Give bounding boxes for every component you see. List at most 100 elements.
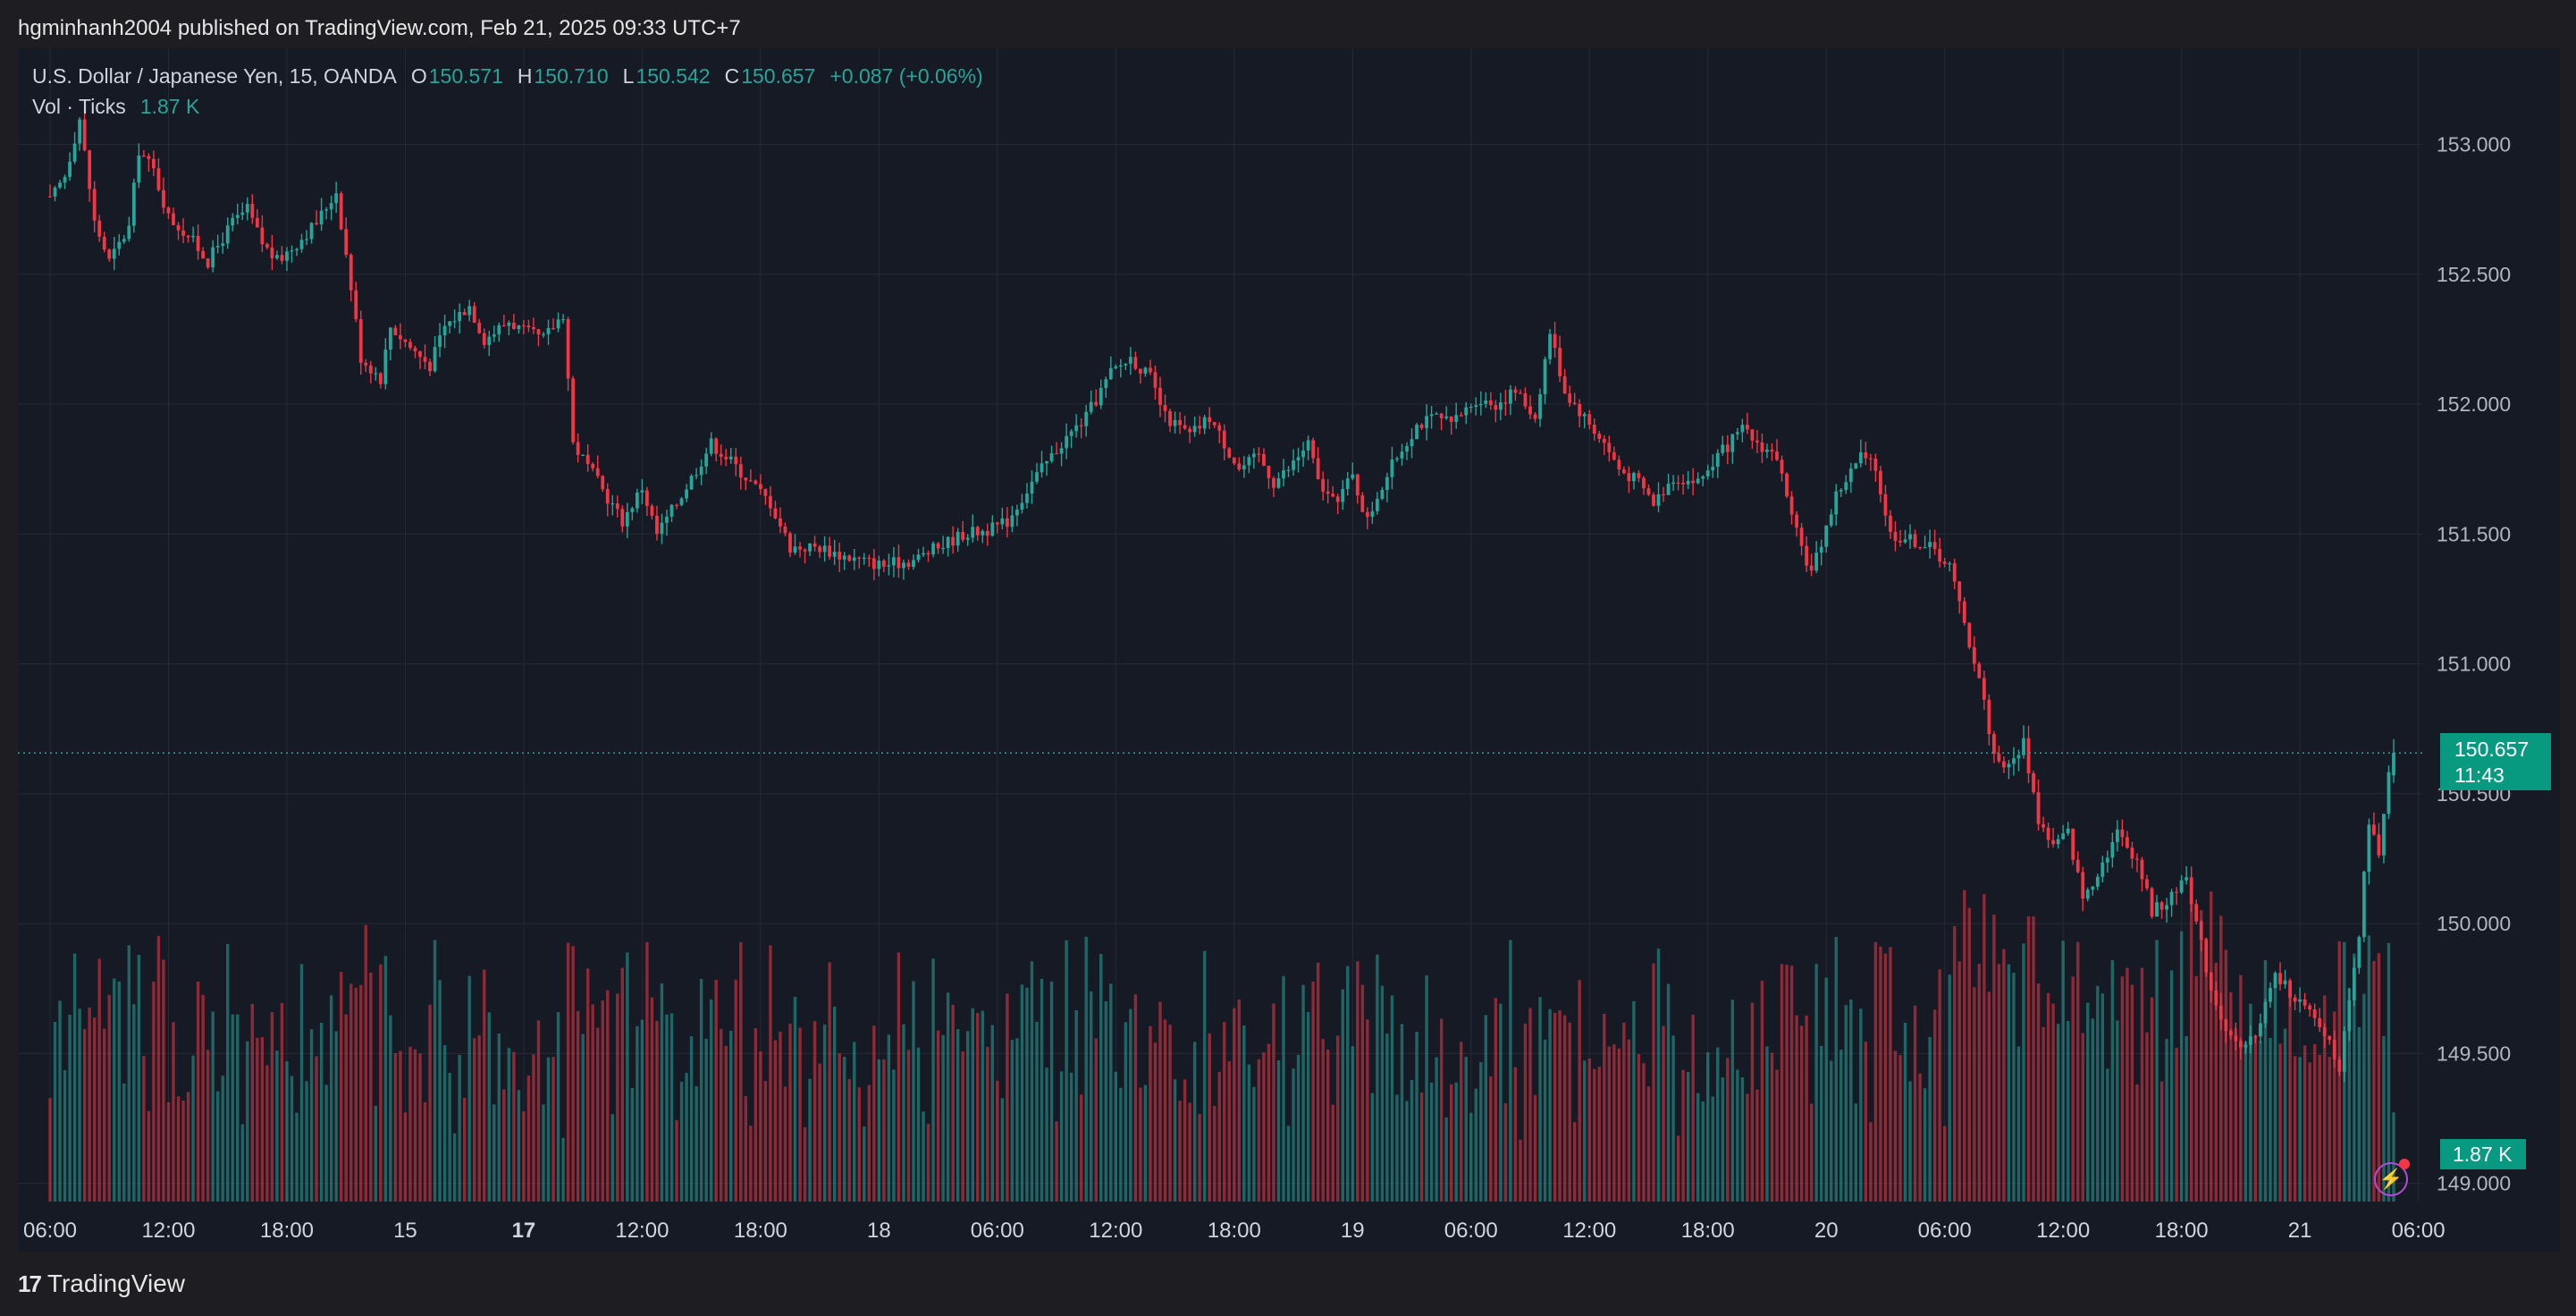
volume-bar	[1489, 1076, 1493, 1202]
volume-bar	[660, 983, 664, 1202]
candle-body	[358, 319, 363, 363]
candle-body	[655, 515, 659, 535]
volume-bar	[1686, 1071, 1690, 1202]
volume-bar	[1814, 964, 1818, 1202]
candle-body	[1523, 392, 1528, 407]
volume-bar	[812, 1021, 817, 1202]
candle-body	[1760, 442, 1764, 452]
candle-body	[1952, 563, 1957, 582]
candle-body	[78, 119, 82, 144]
candle-body	[2312, 1009, 2317, 1018]
volume-bar	[1519, 1139, 1522, 1202]
volume-bar	[650, 997, 654, 1202]
candle-body	[2085, 890, 2090, 899]
candle-body	[1814, 553, 1819, 571]
candle-body	[2283, 980, 2287, 984]
candle-body	[936, 543, 940, 549]
volume-bar	[616, 993, 619, 1202]
volume-bar	[507, 1048, 511, 1202]
volume-bar	[2382, 1035, 2386, 1202]
candle-body	[2056, 839, 2060, 845]
volume-bar	[1202, 950, 1207, 1202]
candle-body	[1997, 754, 2001, 762]
volume-bar	[1558, 1010, 1562, 1202]
volume-bar	[1799, 1025, 1804, 1202]
volume-bar	[305, 1081, 308, 1202]
volume-bar	[1227, 1061, 1231, 1202]
volume-bar	[990, 1025, 995, 1202]
candle-body	[695, 475, 699, 477]
candle-body	[1671, 482, 1675, 485]
volume-bar	[783, 1086, 787, 1202]
candle-body	[2061, 833, 2066, 839]
candle-body	[2367, 824, 2371, 873]
volume-bar	[2071, 976, 2075, 1202]
chart-canvas[interactable]: 153.000 152.500 152.000 151.500 151.000 150.5…	[18, 48, 2560, 1252]
candle-body	[1178, 419, 1182, 426]
volume-bar	[1356, 961, 1360, 1202]
candle-body	[1049, 452, 1054, 461]
volume-bar	[1997, 964, 2001, 1202]
volume-bar	[822, 1025, 827, 1202]
candle-body	[1597, 434, 1602, 439]
candle-body	[2214, 990, 2218, 1006]
volume-bar	[1336, 1035, 1340, 1202]
volume-bar	[2130, 984, 2134, 1202]
x-tick-label: 18	[867, 1219, 891, 1243]
candle-body	[838, 552, 842, 560]
volume-bar	[1701, 1101, 1705, 1202]
candle-body	[1335, 496, 1340, 502]
volume-bar	[1276, 1059, 1281, 1202]
volume-bar	[1637, 1054, 1641, 1202]
volume-bar	[1351, 1046, 1354, 1202]
volume-bar	[275, 1050, 279, 1202]
volume-bar	[2194, 975, 2198, 1202]
volume-bar	[1198, 1114, 1201, 1202]
volume-bar	[1242, 1025, 1246, 1202]
candle-body	[1035, 472, 1039, 482]
volume-bar	[645, 941, 649, 1202]
candle-body	[1435, 413, 1439, 415]
candle-body	[881, 561, 886, 567]
volume-bar	[571, 946, 575, 1202]
tradingview-brand[interactable]: 17 TradingView	[18, 1264, 185, 1303]
volume-bar	[1662, 1025, 1665, 1202]
x-tick-label: 06:00	[1918, 1219, 1972, 1243]
volume-bar	[1163, 1019, 1167, 1202]
volume-bar	[413, 1049, 417, 1202]
volume-bar	[1006, 993, 1009, 1202]
candle-body	[2253, 1036, 2258, 1038]
candle-body	[566, 319, 570, 379]
volume-bar	[1503, 1103, 1508, 1202]
candle-body	[679, 498, 684, 505]
candle-body	[102, 236, 106, 250]
candle-body	[305, 239, 308, 240]
candle-body	[206, 258, 210, 268]
volume-bar	[246, 1041, 249, 1202]
volume-bar	[2032, 916, 2035, 1202]
volume-bar	[2259, 1041, 2262, 1202]
volume-bar	[68, 1014, 72, 1202]
x-tick-label: 21	[2288, 1219, 2312, 1243]
candle-body	[423, 357, 427, 362]
candle-body	[1652, 494, 1655, 506]
candle-body	[408, 342, 412, 349]
chart-panel[interactable]: 153.000 152.500 152.000 151.500 151.000 150.5…	[18, 48, 2560, 1252]
candle-body	[92, 189, 97, 221]
candle-body	[1705, 470, 1710, 477]
candle-body	[1311, 440, 1316, 459]
volume-bar	[191, 1055, 195, 1202]
candle-body	[1691, 480, 1696, 484]
volume-bar	[2239, 974, 2243, 1202]
candle-body	[2189, 877, 2193, 905]
candle-body	[97, 220, 102, 237]
volume-bar	[1346, 966, 1350, 1202]
candle-body	[532, 326, 535, 330]
volume-bar	[2273, 983, 2277, 1202]
volume-bar	[1622, 1022, 1626, 1202]
lightning-icon[interactable]: ⚡	[2374, 1162, 2408, 1196]
candle-body	[620, 509, 625, 527]
candle-body	[763, 489, 768, 496]
candle-body	[1696, 478, 1700, 484]
candle-body	[2199, 921, 2203, 941]
